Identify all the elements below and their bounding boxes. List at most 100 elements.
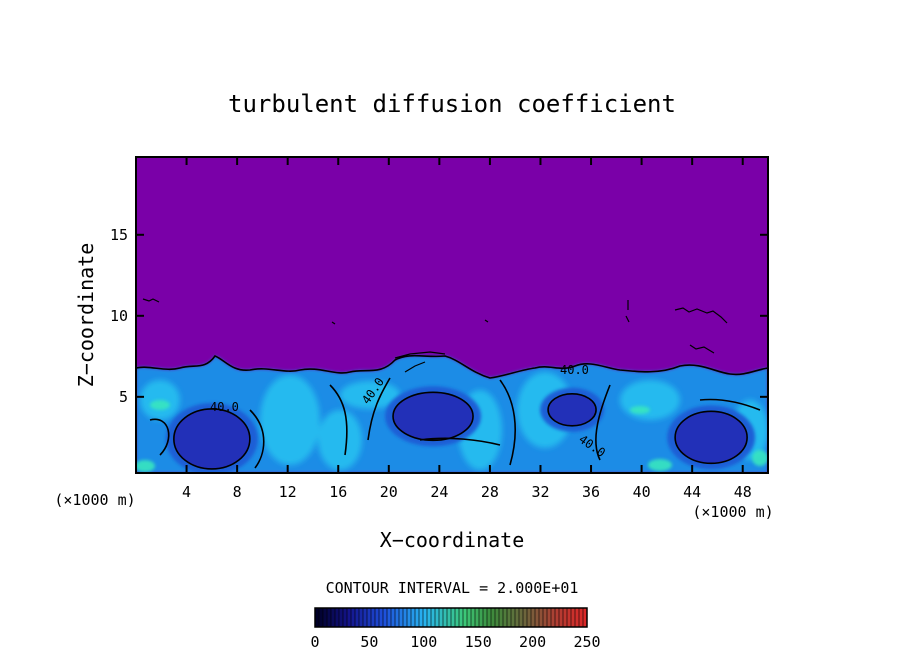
- y-tick-label: 10: [110, 307, 128, 325]
- colorbar-cell: [327, 608, 331, 627]
- x-tick-label: 12: [279, 483, 297, 501]
- colorbar-tick-label: 0: [310, 633, 319, 651]
- x-tick-label: 4: [182, 483, 191, 501]
- colorbar-cell: [575, 608, 579, 627]
- colorbar-cell: [487, 608, 491, 627]
- colorbar-cell: [423, 608, 427, 627]
- colorbar-cell: [315, 608, 319, 627]
- colorbar-cell: [363, 608, 367, 627]
- contour-interval-text: CONTOUR INTERVAL = 2.000E+01: [326, 579, 579, 597]
- colorbar-tick-label: 200: [519, 633, 546, 651]
- colorbar-cell: [495, 608, 499, 627]
- chart-title: turbulent diffusion coefficient: [228, 90, 676, 118]
- colorbar-cell: [439, 608, 443, 627]
- colorbar-cell: [567, 608, 571, 627]
- bright-spots: [136, 400, 768, 472]
- colorbar-cell: [435, 608, 439, 627]
- colorbar-cell: [411, 608, 415, 627]
- colorbar-cell: [375, 608, 379, 627]
- x-tick-label: 44: [683, 483, 701, 501]
- colorbar-cell: [419, 608, 423, 627]
- colorbar-cell: [539, 608, 543, 627]
- y-tick-label: 15: [110, 226, 128, 244]
- colorbar-cell: [571, 608, 575, 627]
- colorbar-cell: [335, 608, 339, 627]
- eddy-core: [547, 392, 597, 427]
- eddy-core: [173, 408, 251, 470]
- x-unit-right: (×1000 m): [692, 503, 773, 521]
- x-tick-label: 48: [734, 483, 752, 501]
- colorbar-cell: [523, 608, 527, 627]
- contour-lines: [136, 354, 768, 469]
- colorbar-cell: [511, 608, 515, 627]
- colorbar-tick-label: 150: [465, 633, 492, 651]
- colorbar-cell: [515, 608, 519, 627]
- colorbar-cell: [503, 608, 507, 627]
- colorbar-cell: [379, 608, 383, 627]
- colorbar-cell: [507, 608, 511, 627]
- y-tick-label: 5: [119, 388, 128, 406]
- colorbar-cell: [407, 608, 411, 627]
- x-tick-label: 40: [633, 483, 651, 501]
- colorbar-cell: [355, 608, 359, 627]
- colorbar-cell: [547, 608, 551, 627]
- colorbar-cell: [431, 608, 435, 627]
- contour-label: 40.0: [210, 400, 239, 414]
- colorbar-cell: [467, 608, 471, 627]
- colorbar-cell: [451, 608, 455, 627]
- colorbar-cell: [471, 608, 475, 627]
- x-tick-label: 20: [380, 483, 398, 501]
- colorbar-cell: [351, 608, 355, 627]
- colorbar-cell: [343, 608, 347, 627]
- x-axis-label: X−coordinate: [380, 528, 525, 552]
- x-tick-label: 16: [329, 483, 347, 501]
- colorbar-cell: [391, 608, 395, 627]
- colorbar-cell: [415, 608, 419, 627]
- x-tick-label: 36: [582, 483, 600, 501]
- colorbar-cell: [563, 608, 567, 627]
- colorbar-cell: [395, 608, 399, 627]
- colorbar-cell: [555, 608, 559, 627]
- colorbar-cell: [475, 608, 479, 627]
- colorbar-cell: [319, 608, 323, 627]
- colorbar-cell: [583, 608, 587, 627]
- eddy-core: [392, 391, 474, 442]
- colorbar-cell: [399, 608, 403, 627]
- colorbar-cell: [531, 608, 535, 627]
- colorbar-cell: [443, 608, 447, 627]
- colorbar-cell: [483, 608, 487, 627]
- colorbar-cell: [543, 608, 547, 627]
- colorbar-tick-label: 250: [573, 633, 600, 651]
- colorbar-cell: [519, 608, 523, 627]
- colorbar-cell: [459, 608, 463, 627]
- colorbar-cell: [559, 608, 563, 627]
- x-unit-left: (×1000 m): [54, 491, 135, 509]
- colorbar-cell: [347, 608, 351, 627]
- colorbar-frame: [314, 607, 588, 628]
- upper-contour-flecks: [142, 298, 728, 373]
- colorbar-cell: [499, 608, 503, 627]
- colorbar-cell: [367, 608, 371, 627]
- colorbar-cell: [579, 608, 583, 627]
- colorbar-cell: [427, 608, 431, 627]
- x-tick-label: 8: [233, 483, 242, 501]
- colorbar-cell: [463, 608, 467, 627]
- colorbar-tick-label: 50: [360, 633, 378, 651]
- colorbar-cell: [491, 608, 495, 627]
- colorbar-cell: [479, 608, 483, 627]
- x-tick-label: 24: [430, 483, 448, 501]
- colorbar-cell: [447, 608, 451, 627]
- colorbar-cell: [387, 608, 391, 627]
- colorbar-ticks: 0 50 100 150 200 250: [310, 633, 600, 651]
- colorbar-cell: [455, 608, 459, 627]
- colorbar-cell: [551, 608, 555, 627]
- colorbar-cell: [371, 608, 375, 627]
- colorbar-cell: [383, 608, 387, 627]
- colorbar-cell: [535, 608, 539, 627]
- y-axis-label: Z−coordinate: [74, 243, 98, 388]
- colorbar-cell: [323, 608, 327, 627]
- x-tick-label: 32: [531, 483, 549, 501]
- colorbar-cell: [527, 608, 531, 627]
- eddy-core: [674, 410, 748, 465]
